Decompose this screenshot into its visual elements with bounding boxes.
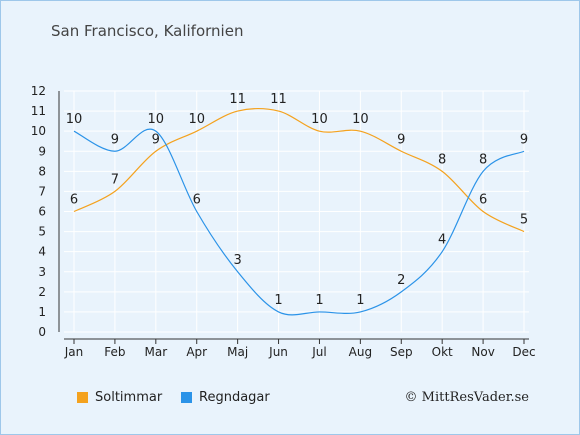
data-label-regndagar: 6 bbox=[193, 193, 201, 208]
data-label-regndagar: 1 bbox=[356, 293, 364, 308]
copyright-credit: © MittResVader.se bbox=[404, 390, 529, 405]
chart-title: San Francisco, Kalifornien bbox=[51, 22, 244, 40]
x-tick-label: Feb bbox=[104, 345, 125, 359]
x-tick-label: Maj bbox=[227, 345, 248, 359]
y-tick-label: 5 bbox=[38, 225, 46, 239]
data-label-regndagar: 1 bbox=[315, 293, 323, 308]
data-label-regndagar: 2 bbox=[397, 273, 405, 288]
data-label-soltimmar: 11 bbox=[229, 92, 246, 107]
x-tick-label: Jul bbox=[311, 345, 326, 359]
data-label-soltimmar: 10 bbox=[352, 112, 369, 127]
legend-item-soltimmar: Soltimmar bbox=[77, 390, 162, 405]
legend-swatch-soltimmar bbox=[77, 392, 88, 403]
data-label-soltimmar: 10 bbox=[311, 112, 328, 127]
data-label-soltimmar: 10 bbox=[188, 112, 205, 127]
legend-label-soltimmar: Soltimmar bbox=[95, 390, 163, 405]
x-tick-label: Jun bbox=[268, 345, 288, 359]
y-tick-label: 11 bbox=[31, 104, 46, 118]
y-tick-label: 3 bbox=[38, 265, 46, 279]
y-tick-label: 8 bbox=[38, 164, 46, 178]
x-tick-label: Okt bbox=[432, 345, 453, 359]
x-tick-label: Dec bbox=[512, 345, 535, 359]
data-label-soltimmar: 6 bbox=[479, 193, 487, 208]
data-label-regndagar: 1 bbox=[274, 293, 282, 308]
data-label-soltimmar: 11 bbox=[270, 92, 287, 107]
x-tick-label: Jan bbox=[64, 345, 84, 359]
data-label-soltimmar: 9 bbox=[397, 132, 405, 147]
x-tick-label: Mar bbox=[144, 345, 167, 359]
data-label-soltimmar: 5 bbox=[520, 213, 528, 228]
data-label-regndagar: 4 bbox=[438, 233, 446, 248]
data-label-regndagar: 10 bbox=[66, 112, 83, 127]
x-tick-label: Nov bbox=[471, 345, 494, 359]
legend-label-regndagar: Regndagar bbox=[199, 390, 270, 405]
x-tick-label: Aug bbox=[349, 345, 372, 359]
x-tick-label: Sep bbox=[390, 345, 413, 359]
data-label-regndagar: 9 bbox=[520, 132, 528, 147]
y-tick-label: 6 bbox=[38, 205, 46, 219]
y-tick-label: 10 bbox=[31, 124, 46, 138]
y-tick-label: 9 bbox=[38, 144, 46, 158]
y-tick-label: 4 bbox=[38, 245, 46, 259]
data-label-soltimmar: 9 bbox=[152, 132, 160, 147]
y-tick-label: 0 bbox=[38, 325, 46, 339]
data-label-regndagar: 10 bbox=[148, 112, 165, 127]
data-label-regndagar: 9 bbox=[111, 132, 119, 147]
data-label-soltimmar: 8 bbox=[438, 152, 446, 167]
y-tick-label: 1 bbox=[38, 305, 46, 319]
y-tick-label: 12 bbox=[31, 84, 46, 98]
data-label-regndagar: 3 bbox=[233, 253, 241, 268]
legend-item-regndagar: Regndagar bbox=[181, 390, 270, 405]
series-line-soltimmar bbox=[73, 107, 525, 233]
data-label-regndagar: 8 bbox=[479, 152, 487, 167]
legend-swatch-regndagar bbox=[181, 392, 192, 403]
y-tick-label: 7 bbox=[38, 184, 46, 198]
data-label-soltimmar: 6 bbox=[70, 193, 78, 208]
x-tick-label: Apr bbox=[186, 345, 207, 359]
y-tick-label: 2 bbox=[38, 285, 46, 299]
data-label-soltimmar: 7 bbox=[111, 172, 119, 187]
series-line-regndagar bbox=[73, 128, 525, 316]
